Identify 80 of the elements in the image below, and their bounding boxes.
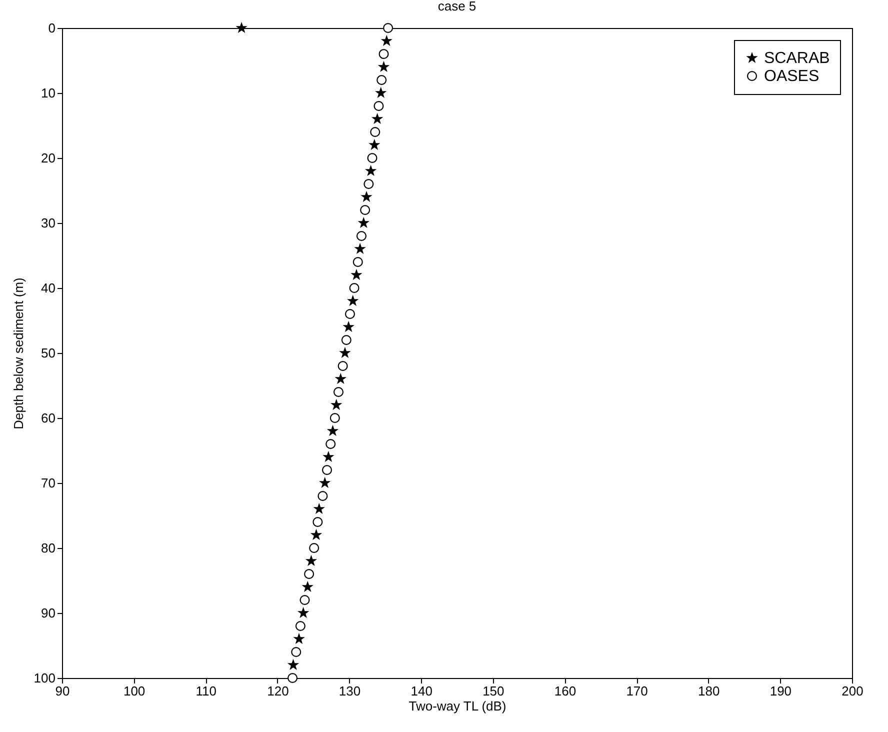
point bbox=[378, 48, 389, 60]
chart-title: case 5 bbox=[438, 0, 476, 14]
point bbox=[338, 360, 348, 372]
y-tick-label: 90 bbox=[41, 606, 56, 620]
point bbox=[340, 348, 350, 358]
point bbox=[352, 270, 362, 280]
point bbox=[344, 322, 354, 332]
point bbox=[374, 100, 384, 112]
point bbox=[356, 230, 367, 242]
point bbox=[360, 204, 370, 216]
x-tick-label: 160 bbox=[554, 684, 576, 698]
point bbox=[364, 178, 374, 190]
x-tick-label: 100 bbox=[123, 684, 146, 698]
point bbox=[312, 516, 323, 528]
point bbox=[318, 490, 328, 502]
point bbox=[288, 672, 298, 684]
x-tick-label: 90 bbox=[55, 684, 70, 698]
point bbox=[383, 22, 394, 34]
y-tick-label: 60 bbox=[41, 410, 56, 426]
y-tick-label: 20 bbox=[41, 150, 56, 166]
y-tick-label: 50 bbox=[41, 346, 56, 360]
point bbox=[311, 530, 322, 540]
point bbox=[302, 582, 312, 592]
point bbox=[367, 152, 378, 164]
y-tick-label: 100 bbox=[34, 670, 56, 686]
x-axis-title: Two-way TL (dB) bbox=[408, 698, 506, 714]
legend-label: OASES bbox=[764, 68, 820, 85]
x-tick-label: 130 bbox=[338, 684, 361, 698]
point bbox=[349, 282, 360, 294]
point bbox=[322, 464, 332, 476]
point bbox=[332, 400, 342, 410]
point bbox=[372, 114, 382, 124]
point bbox=[366, 166, 376, 176]
x-tick-label: 190 bbox=[770, 684, 792, 698]
point bbox=[294, 634, 304, 644]
point bbox=[295, 620, 306, 632]
y-tick-label: 70 bbox=[41, 476, 56, 490]
point bbox=[352, 256, 363, 268]
legend-label: SCARAB bbox=[764, 50, 830, 67]
x-tick-label: 110 bbox=[196, 684, 217, 698]
y-tick-label: 10 bbox=[41, 86, 56, 100]
point bbox=[341, 334, 352, 346]
point bbox=[362, 192, 372, 202]
point bbox=[358, 218, 368, 228]
y-tick-label: 80 bbox=[41, 540, 56, 556]
point bbox=[288, 660, 298, 670]
x-tick-label: 180 bbox=[698, 684, 720, 698]
point bbox=[309, 542, 320, 554]
point bbox=[370, 126, 380, 138]
point bbox=[336, 374, 346, 384]
point bbox=[348, 296, 358, 306]
point bbox=[382, 36, 392, 46]
point bbox=[333, 386, 344, 398]
x-tick-label: 140 bbox=[410, 684, 432, 698]
point bbox=[376, 74, 387, 86]
point bbox=[314, 504, 324, 514]
x-tick-label: 120 bbox=[267, 684, 289, 698]
point bbox=[370, 140, 380, 150]
y-tick-label: 30 bbox=[41, 216, 56, 230]
y-axis-title: Depth below sediment (m) bbox=[10, 278, 26, 430]
x-tick-label: 170 bbox=[626, 684, 648, 698]
point bbox=[376, 88, 386, 98]
point bbox=[300, 594, 310, 606]
y-tick-label: 40 bbox=[41, 280, 56, 296]
point bbox=[344, 308, 356, 320]
point bbox=[326, 438, 336, 450]
point bbox=[355, 244, 365, 254]
point bbox=[320, 478, 330, 488]
x-tick-label: 200 bbox=[842, 684, 864, 698]
y-tick-label: 0 bbox=[48, 20, 56, 36]
point bbox=[236, 22, 246, 32]
x-tick-label: 150 bbox=[482, 684, 504, 698]
point bbox=[304, 568, 314, 580]
point bbox=[328, 426, 338, 436]
point bbox=[378, 62, 389, 72]
point bbox=[330, 412, 340, 424]
point bbox=[306, 556, 316, 566]
point bbox=[324, 452, 334, 462]
point bbox=[291, 646, 302, 658]
point bbox=[298, 608, 308, 618]
